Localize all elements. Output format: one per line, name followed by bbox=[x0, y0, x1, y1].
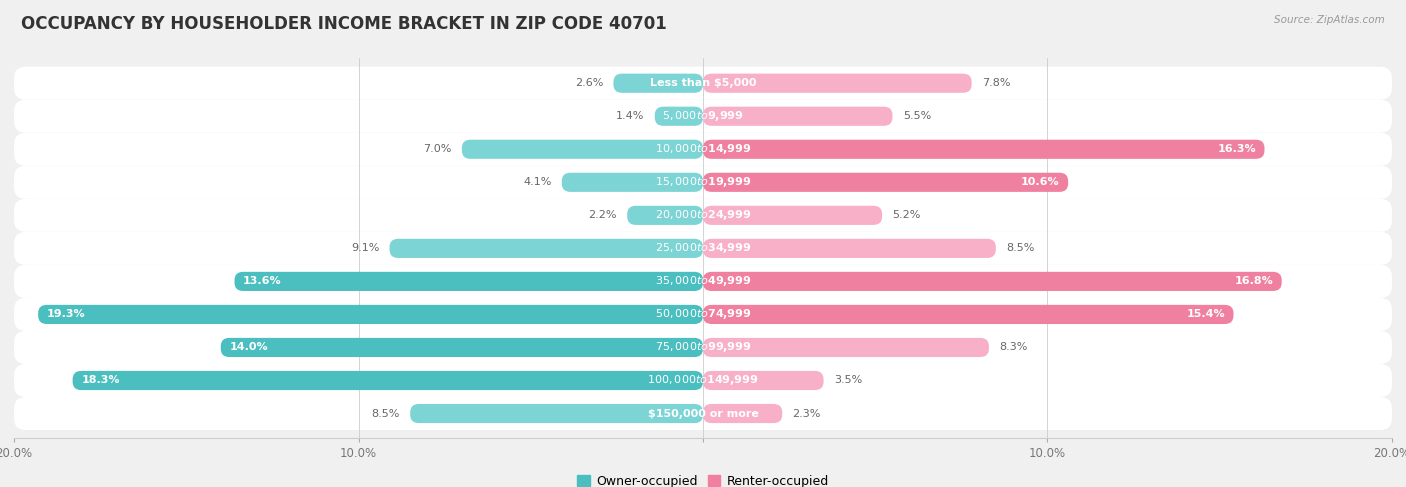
FancyBboxPatch shape bbox=[703, 140, 1264, 159]
FancyBboxPatch shape bbox=[655, 107, 703, 126]
Text: $150,000 or more: $150,000 or more bbox=[648, 409, 758, 418]
Text: Less than $5,000: Less than $5,000 bbox=[650, 78, 756, 88]
FancyBboxPatch shape bbox=[703, 305, 1233, 324]
FancyBboxPatch shape bbox=[14, 199, 1392, 232]
FancyBboxPatch shape bbox=[703, 239, 995, 258]
FancyBboxPatch shape bbox=[14, 100, 1392, 133]
Text: 14.0%: 14.0% bbox=[229, 342, 269, 353]
Text: 18.3%: 18.3% bbox=[82, 375, 120, 386]
Text: 2.3%: 2.3% bbox=[793, 409, 821, 418]
Text: 7.0%: 7.0% bbox=[423, 144, 451, 154]
Text: $15,000 to $19,999: $15,000 to $19,999 bbox=[655, 175, 751, 189]
FancyBboxPatch shape bbox=[613, 74, 703, 93]
Text: $20,000 to $24,999: $20,000 to $24,999 bbox=[655, 208, 751, 223]
Text: $10,000 to $14,999: $10,000 to $14,999 bbox=[655, 142, 751, 156]
Text: 19.3%: 19.3% bbox=[46, 309, 86, 319]
FancyBboxPatch shape bbox=[73, 371, 703, 390]
Text: 16.8%: 16.8% bbox=[1234, 277, 1272, 286]
Text: Source: ZipAtlas.com: Source: ZipAtlas.com bbox=[1274, 15, 1385, 25]
Text: 5.2%: 5.2% bbox=[893, 210, 921, 220]
FancyBboxPatch shape bbox=[703, 404, 782, 423]
Text: 8.5%: 8.5% bbox=[371, 409, 399, 418]
FancyBboxPatch shape bbox=[703, 107, 893, 126]
FancyBboxPatch shape bbox=[703, 371, 824, 390]
Text: $25,000 to $34,999: $25,000 to $34,999 bbox=[655, 242, 751, 255]
FancyBboxPatch shape bbox=[14, 397, 1392, 430]
Text: $100,000 to $149,999: $100,000 to $149,999 bbox=[647, 374, 759, 388]
FancyBboxPatch shape bbox=[14, 166, 1392, 199]
FancyBboxPatch shape bbox=[461, 140, 703, 159]
FancyBboxPatch shape bbox=[411, 404, 703, 423]
Text: 3.5%: 3.5% bbox=[834, 375, 862, 386]
Text: $50,000 to $74,999: $50,000 to $74,999 bbox=[655, 307, 751, 321]
FancyBboxPatch shape bbox=[14, 232, 1392, 265]
FancyBboxPatch shape bbox=[14, 364, 1392, 397]
Text: 2.2%: 2.2% bbox=[588, 210, 617, 220]
Text: $35,000 to $49,999: $35,000 to $49,999 bbox=[655, 274, 751, 288]
FancyBboxPatch shape bbox=[562, 173, 703, 192]
FancyBboxPatch shape bbox=[389, 239, 703, 258]
FancyBboxPatch shape bbox=[703, 206, 882, 225]
Text: 13.6%: 13.6% bbox=[243, 277, 281, 286]
FancyBboxPatch shape bbox=[14, 265, 1392, 298]
FancyBboxPatch shape bbox=[14, 67, 1392, 100]
Text: 8.5%: 8.5% bbox=[1007, 244, 1035, 253]
Text: 1.4%: 1.4% bbox=[616, 111, 644, 121]
Text: OCCUPANCY BY HOUSEHOLDER INCOME BRACKET IN ZIP CODE 40701: OCCUPANCY BY HOUSEHOLDER INCOME BRACKET … bbox=[21, 15, 666, 33]
Text: 7.8%: 7.8% bbox=[981, 78, 1011, 88]
FancyBboxPatch shape bbox=[235, 272, 703, 291]
Text: 10.6%: 10.6% bbox=[1021, 177, 1060, 187]
FancyBboxPatch shape bbox=[14, 331, 1392, 364]
Text: 5.5%: 5.5% bbox=[903, 111, 931, 121]
FancyBboxPatch shape bbox=[703, 173, 1069, 192]
FancyBboxPatch shape bbox=[38, 305, 703, 324]
Text: 9.1%: 9.1% bbox=[352, 244, 380, 253]
FancyBboxPatch shape bbox=[14, 133, 1392, 166]
Legend: Owner-occupied, Renter-occupied: Owner-occupied, Renter-occupied bbox=[572, 470, 834, 487]
Text: 8.3%: 8.3% bbox=[1000, 342, 1028, 353]
Text: 16.3%: 16.3% bbox=[1218, 144, 1256, 154]
FancyBboxPatch shape bbox=[703, 272, 1282, 291]
FancyBboxPatch shape bbox=[703, 74, 972, 93]
Text: 4.1%: 4.1% bbox=[523, 177, 551, 187]
FancyBboxPatch shape bbox=[221, 338, 703, 357]
Text: $75,000 to $99,999: $75,000 to $99,999 bbox=[655, 340, 751, 355]
Text: 2.6%: 2.6% bbox=[575, 78, 603, 88]
FancyBboxPatch shape bbox=[14, 298, 1392, 331]
Text: $5,000 to $9,999: $5,000 to $9,999 bbox=[662, 109, 744, 123]
FancyBboxPatch shape bbox=[703, 338, 988, 357]
Text: 15.4%: 15.4% bbox=[1187, 309, 1225, 319]
FancyBboxPatch shape bbox=[627, 206, 703, 225]
